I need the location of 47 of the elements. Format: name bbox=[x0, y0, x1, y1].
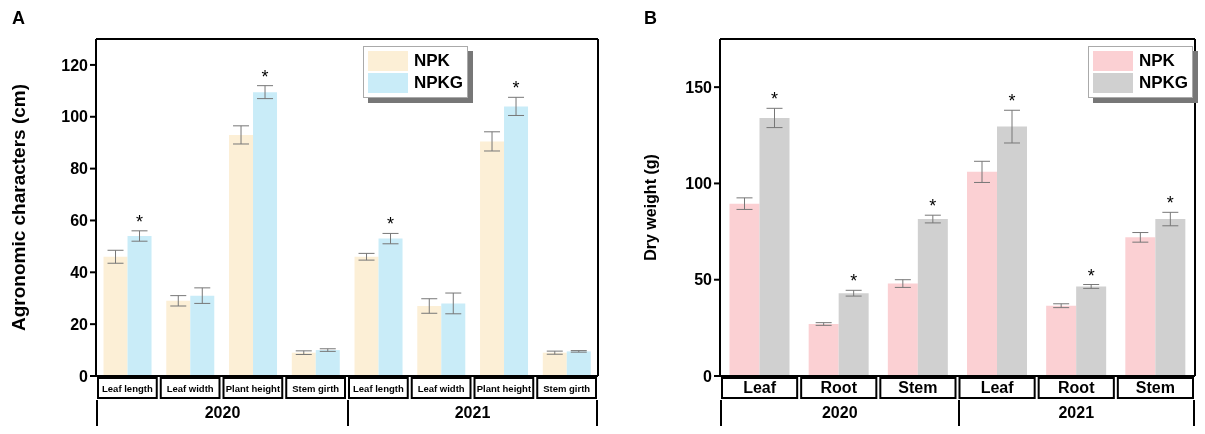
legend-label: NPKG bbox=[1138, 72, 1188, 94]
y-axis-title: Agronomic characters (cm) bbox=[7, 83, 29, 332]
x-tick-label: Leaf length bbox=[102, 382, 153, 394]
y-tick-label: 0 bbox=[79, 367, 89, 385]
x-tick-label: Stem girth bbox=[292, 382, 340, 394]
y-tick-label: 20 bbox=[70, 315, 89, 333]
data-label: * bbox=[1166, 193, 1174, 214]
y-tick-label: 100 bbox=[61, 108, 89, 126]
data-label: * bbox=[136, 211, 144, 232]
x-tick-label: Stem bbox=[1135, 379, 1175, 397]
data-label: * bbox=[770, 89, 779, 110]
y-axis-title: Dry weight (g) bbox=[641, 154, 659, 261]
data-label: * bbox=[512, 78, 520, 99]
x-tick-label: Stem girth bbox=[543, 382, 591, 394]
data-label: * bbox=[261, 66, 269, 87]
y-tick-label: 80 bbox=[70, 160, 89, 178]
x-tick-label: Root bbox=[1058, 379, 1096, 397]
data-label: * bbox=[929, 196, 937, 217]
y-tick-label: 50 bbox=[694, 271, 713, 289]
x-tick-label: Plant height bbox=[225, 382, 281, 394]
chart-title: A bbox=[12, 8, 25, 29]
x-tick-label: Root bbox=[820, 379, 858, 397]
chart-title: B bbox=[644, 8, 657, 29]
x-tick-label: Plant height bbox=[476, 382, 532, 394]
data-label: * bbox=[850, 271, 858, 292]
x-tick-label: Leaf width bbox=[417, 382, 465, 394]
y-tick-label: 120 bbox=[61, 56, 89, 74]
x-tick-label: Leaf bbox=[743, 379, 777, 397]
text: 2021 bbox=[957, 400, 1195, 426]
text: 2020 bbox=[96, 400, 347, 426]
legend-label: NPK bbox=[1138, 50, 1175, 72]
y-tick-label: 0 bbox=[703, 367, 713, 385]
data-label: * bbox=[1008, 91, 1016, 112]
x-tick-label: Leaf width bbox=[166, 382, 214, 394]
x-tick-label: Leaf bbox=[980, 379, 1015, 397]
x-tick-label: Leaf length bbox=[353, 382, 404, 394]
data-label: * bbox=[387, 214, 395, 235]
y-tick-label: 100 bbox=[685, 175, 713, 193]
data-label: * bbox=[1087, 265, 1095, 286]
text: 2021 bbox=[347, 400, 598, 426]
x-tick-label: Stem bbox=[898, 379, 938, 397]
legend-label: NPKG bbox=[413, 72, 463, 94]
text: 2020 bbox=[720, 400, 958, 426]
y-tick-label: 60 bbox=[70, 212, 89, 230]
y-tick-label: 40 bbox=[70, 263, 89, 281]
y-tick-label: 150 bbox=[685, 78, 713, 96]
legend-label: NPK bbox=[413, 50, 450, 72]
